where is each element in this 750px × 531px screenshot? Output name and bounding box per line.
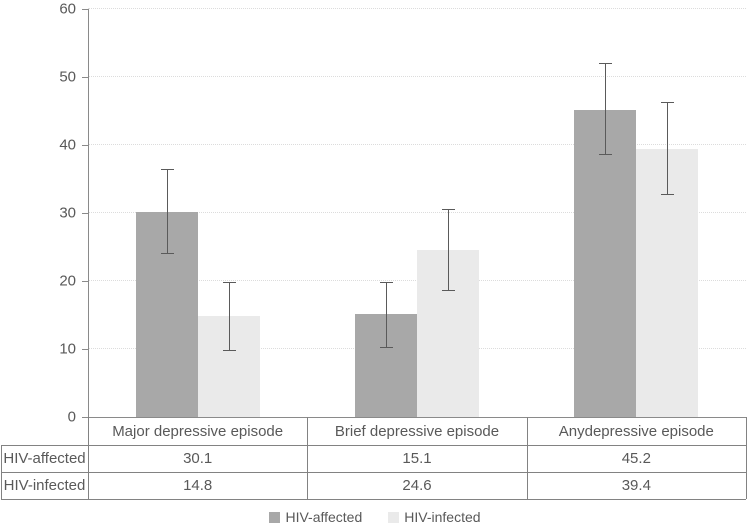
error-bar-cap-bottom bbox=[442, 289, 455, 291]
table-hline bbox=[1, 499, 746, 500]
table-category-header: Anydepressive episode bbox=[558, 422, 714, 440]
table-category-header: Major depressive episode bbox=[112, 422, 284, 440]
y-axis-line bbox=[88, 9, 89, 417]
error-bar-line bbox=[448, 208, 449, 290]
legend-item-hiv-affected: HIV-affected bbox=[269, 509, 362, 525]
legend-label-hiv-infected: HIV-infected bbox=[404, 509, 481, 525]
error-bar-cap-bottom bbox=[222, 349, 236, 351]
table-row-label: HIV-infected bbox=[3, 477, 86, 494]
y-axis-tick-label: 60 bbox=[59, 0, 76, 18]
gridline bbox=[88, 8, 746, 9]
table-vline-left bbox=[1, 445, 2, 499]
error-bar-cap-top bbox=[442, 208, 455, 210]
y-axis-tick bbox=[82, 349, 88, 350]
table-value-cell: 14.8 bbox=[183, 477, 213, 494]
legend-swatch-hiv-infected-icon bbox=[388, 511, 400, 523]
y-axis-tick bbox=[82, 9, 88, 10]
gridline bbox=[88, 76, 746, 77]
gridline bbox=[88, 212, 746, 213]
table-vline bbox=[746, 417, 747, 499]
legend-label-hiv-affected: HIV-affected bbox=[285, 509, 363, 525]
y-axis-tick-label: 40 bbox=[59, 136, 76, 154]
table-value-cell: 45.2 bbox=[621, 450, 651, 467]
error-bar-cap-top bbox=[661, 102, 675, 104]
table-category-header: Brief depressive episode bbox=[334, 422, 500, 440]
error-bar-cap-top bbox=[222, 282, 236, 284]
chart-legend: HIV-affected HIV-infected bbox=[0, 505, 750, 529]
error-bar-cap-top bbox=[380, 281, 393, 283]
y-axis-tick bbox=[82, 145, 88, 146]
table-value-cell: 39.4 bbox=[621, 477, 651, 494]
y-axis-tick-label: 30 bbox=[59, 204, 76, 222]
y-axis-tick bbox=[82, 281, 88, 282]
error-bar-line bbox=[386, 281, 387, 347]
legend-swatch-hiv-affected-icon bbox=[269, 511, 281, 523]
table-vline bbox=[88, 417, 89, 499]
y-axis-tick-label: 20 bbox=[59, 272, 76, 290]
error-bar-cap-bottom bbox=[160, 253, 174, 255]
error-bar-line bbox=[605, 63, 607, 154]
y-axis-tick-label: 50 bbox=[59, 68, 76, 86]
error-bar-cap-top bbox=[160, 168, 174, 170]
error-bar-cap-bottom bbox=[599, 153, 613, 155]
y-axis-tick bbox=[82, 213, 88, 214]
table-value-cell: 24.6 bbox=[402, 477, 432, 494]
table-row-label: HIV-affected bbox=[3, 450, 86, 467]
error-bar-cap-top bbox=[599, 63, 613, 65]
error-bar-line bbox=[228, 282, 230, 350]
error-bar-cap-bottom bbox=[661, 193, 675, 195]
error-bar-line bbox=[166, 168, 168, 254]
y-axis-tick bbox=[82, 77, 88, 78]
bar-hiv-affected-cat2 bbox=[574, 109, 637, 417]
y-axis-tick-label: 10 bbox=[59, 340, 76, 358]
table-hline bbox=[1, 445, 746, 446]
table-value-cell: 15.1 bbox=[402, 450, 432, 467]
table-vline bbox=[307, 417, 308, 499]
error-bar-line bbox=[667, 102, 669, 194]
axis-baseline bbox=[82, 417, 746, 418]
legend-item-hiv-infected: HIV-infected bbox=[388, 509, 481, 525]
table-vline bbox=[527, 417, 528, 499]
table-value-cell: 30.1 bbox=[183, 450, 213, 467]
y-axis-tick-label: 0 bbox=[67, 408, 76, 426]
table-hline bbox=[1, 472, 746, 473]
gridline bbox=[88, 144, 746, 145]
error-bar-cap-bottom bbox=[380, 346, 393, 348]
